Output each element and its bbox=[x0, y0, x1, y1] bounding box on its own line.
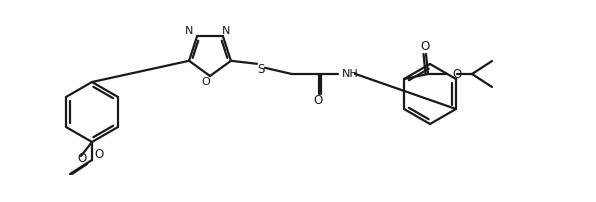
Text: NH: NH bbox=[342, 69, 359, 79]
Text: O: O bbox=[420, 40, 430, 54]
Text: O: O bbox=[77, 152, 86, 164]
Text: S: S bbox=[257, 63, 265, 76]
Text: O: O bbox=[94, 148, 103, 161]
Text: N: N bbox=[185, 26, 193, 36]
Text: N: N bbox=[222, 26, 230, 36]
Text: O: O bbox=[313, 94, 322, 107]
Text: O: O bbox=[201, 77, 210, 87]
Text: O: O bbox=[452, 68, 461, 81]
